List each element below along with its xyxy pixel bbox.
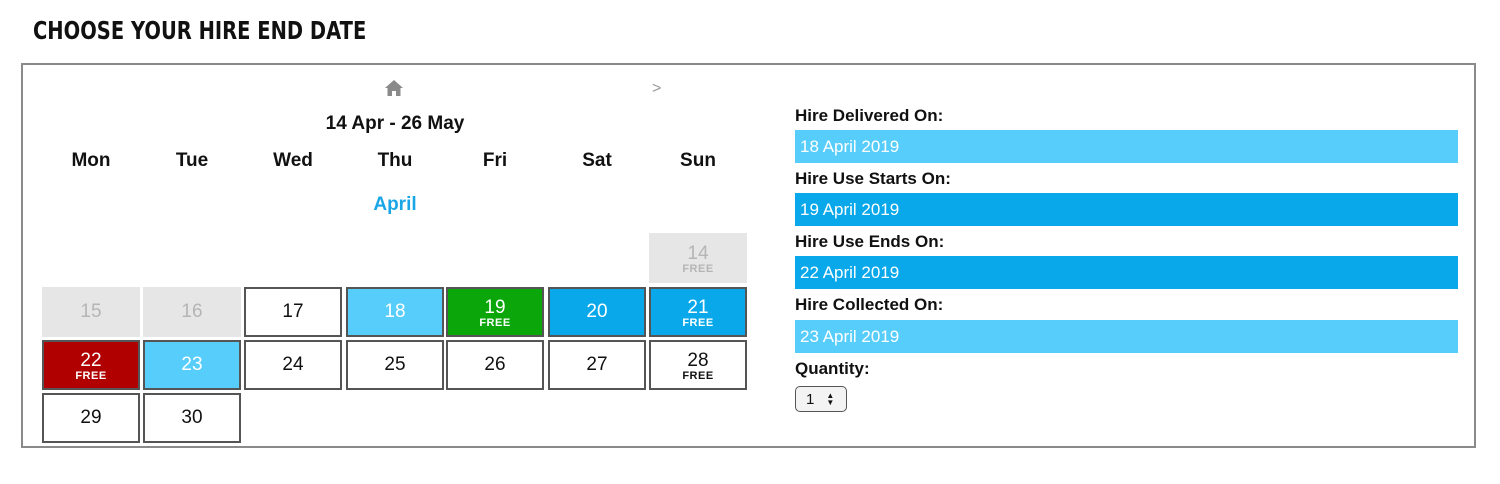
day-cell-in-use[interactable]: 20 (548, 287, 646, 337)
weekday-tue: Tue (175, 150, 209, 171)
day-number: 28 (687, 350, 709, 371)
day-number: 18 (384, 301, 406, 322)
free-tag: FREE (75, 370, 107, 382)
day-cell-collected[interactable]: 23 (143, 340, 241, 390)
collected-value: 23 April 2019 (795, 320, 1458, 353)
day-number: 16 (181, 301, 203, 322)
quantity-label: Quantity: (795, 359, 870, 378)
date-range-title: 14 Apr - 26 May (325, 113, 465, 134)
day-cell: 15 (42, 287, 140, 337)
day-cell[interactable]: 28 FREE (649, 340, 747, 390)
day-cell-use-start[interactable]: 19 FREE (446, 287, 544, 337)
day-number: 21 (687, 297, 709, 318)
free-tag: FREE (479, 317, 511, 329)
day-cell[interactable]: 30 (143, 393, 241, 443)
free-tag: FREE (682, 370, 714, 382)
day-cell[interactable]: 24 (244, 340, 342, 390)
day-cell: 14 FREE (649, 233, 747, 283)
use-ends-label: Hire Use Ends On: (795, 232, 945, 251)
next-period-button[interactable]: > (652, 80, 662, 97)
day-cell-in-use[interactable]: 21 FREE (649, 287, 747, 337)
quantity-select[interactable]: 1 ▲ ▼ (795, 386, 847, 412)
day-number: 25 (384, 354, 406, 375)
delivered-label: Hire Delivered On: (795, 106, 944, 125)
day-number: 29 (80, 407, 102, 428)
delivered-value: 18 April 2019 (795, 130, 1458, 163)
collected-label: Hire Collected On: (795, 295, 944, 314)
day-number: 27 (586, 354, 608, 375)
use-ends-value: 22 April 2019 (795, 256, 1458, 289)
day-number: 26 (484, 354, 506, 375)
day-cell[interactable]: 27 (548, 340, 646, 390)
free-tag: FREE (682, 263, 714, 275)
day-number: 24 (282, 354, 304, 375)
weekday-mon: Mon (71, 150, 111, 171)
weekday-wed: Wed (273, 150, 313, 171)
day-number: 23 (181, 354, 203, 375)
select-arrows-icon: ▲ ▼ (826, 391, 835, 407)
day-number: 30 (181, 407, 203, 428)
day-cell[interactable]: 25 (346, 340, 444, 390)
weekday-sat: Sat (582, 150, 612, 171)
weekday-sun: Sun (680, 150, 716, 171)
day-cell[interactable]: 29 (42, 393, 140, 443)
page-title: CHOOSE YOUR HIRE END DATE (33, 16, 367, 45)
day-cell[interactable]: 17 (244, 287, 342, 337)
day-number: 17 (282, 301, 304, 322)
day-cell[interactable]: 26 (446, 340, 544, 390)
month-label: April (373, 194, 417, 215)
weekday-fri: Fri (482, 150, 508, 171)
day-cell-use-end[interactable]: 22 FREE (42, 340, 140, 390)
day-number: 14 (687, 243, 709, 264)
day-cell-delivered[interactable]: 18 (346, 287, 444, 337)
free-tag: FREE (682, 317, 714, 329)
use-starts-label: Hire Use Starts On: (795, 169, 951, 188)
quantity-value: 1 (806, 390, 815, 408)
day-number: 15 (80, 301, 102, 322)
day-number: 22 (80, 350, 102, 371)
day-number: 20 (586, 301, 608, 322)
day-cell: 16 (143, 287, 241, 337)
weekday-thu: Thu (377, 150, 413, 171)
home-icon[interactable] (384, 78, 404, 98)
day-number: 19 (484, 297, 506, 318)
use-starts-value: 19 April 2019 (795, 193, 1458, 226)
